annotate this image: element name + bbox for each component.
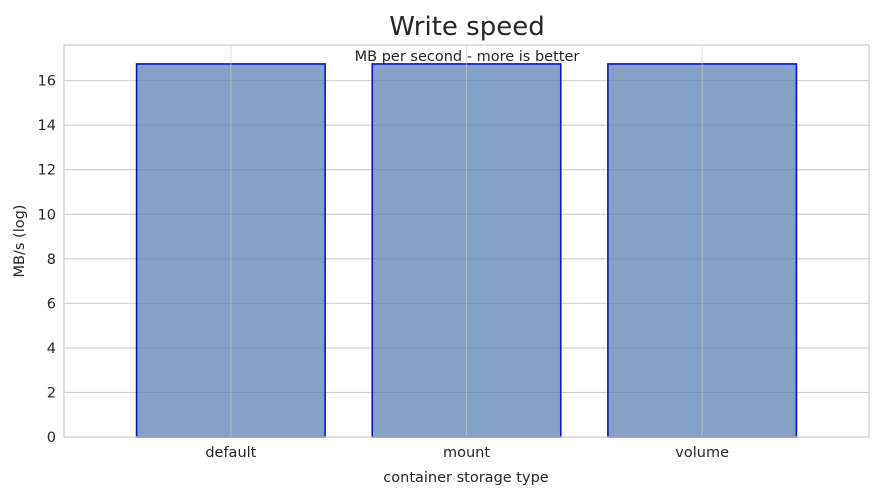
x-tick-label: volume [675, 445, 729, 461]
y-tick-label: 14 [38, 118, 56, 134]
y-tick-label: 4 [47, 341, 56, 357]
y-tick-label: 10 [38, 207, 56, 223]
x-tick-labels: default mount volume [205, 445, 729, 461]
y-tick-label: 0 [47, 430, 56, 446]
chart-title: Write speed [389, 12, 544, 42]
y-tick-label: 16 [38, 74, 56, 90]
plot-frame [63, 44, 870, 438]
chart-subtitle: MB per second - more is better [355, 49, 580, 65]
y-tick-label: 8 [47, 252, 56, 268]
vertical-grid-layer [230, 45, 703, 437]
x-tick-label: mount [443, 445, 490, 461]
y-tick-label: 12 [38, 163, 56, 179]
y-axis-label: MB/s (log) [12, 205, 28, 278]
y-tick-label: 6 [47, 296, 56, 312]
y-tick-label: 2 [47, 385, 56, 401]
x-tick-label: default [205, 445, 256, 461]
y-tick-labels: 0 2 4 6 8 10 12 14 16 [38, 74, 56, 446]
x-axis-label: container storage type [383, 470, 548, 486]
